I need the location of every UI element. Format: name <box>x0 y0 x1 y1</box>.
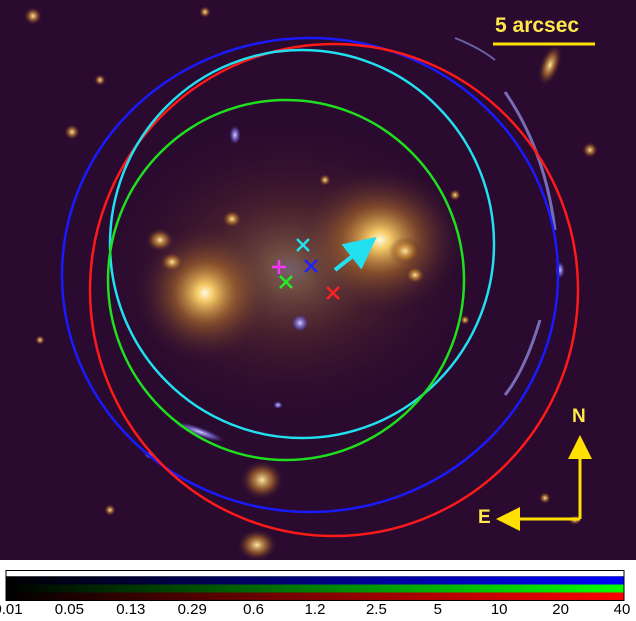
colorbar-blue-channel <box>6 576 624 585</box>
member-galaxy <box>389 237 421 265</box>
colorbar <box>5 570 625 601</box>
member-galaxy <box>539 492 551 504</box>
cyan-cross-marker <box>296 238 310 252</box>
critical-curve-cyan <box>108 48 496 440</box>
scale-bar-label: 5 arcsec <box>495 14 580 37</box>
colorbar-white-strip <box>5 570 625 577</box>
critical-curve-red <box>88 42 580 538</box>
colorbar-tick-label: 5 <box>433 601 442 618</box>
colorbar-tick-label: 0.29 <box>177 601 207 618</box>
colorbar-tick-label: 0.6 <box>243 601 265 618</box>
lensed-arc <box>173 421 227 443</box>
member-galaxy <box>537 44 563 86</box>
colorbar-tick-label: 10 <box>490 601 508 618</box>
critical-curve-blue <box>60 36 560 514</box>
colorbar-tick-label: 0.13 <box>116 601 146 618</box>
member-galaxy <box>319 174 331 186</box>
colorbar-green-channel <box>6 584 624 593</box>
member-galaxy <box>222 210 242 228</box>
member-galaxy <box>35 335 45 345</box>
member-galaxy <box>449 189 461 201</box>
member-galaxy <box>240 460 284 500</box>
lensed-arc <box>503 319 542 396</box>
colorbar-tick-label: 2.5 <box>365 601 387 618</box>
green-cross-marker <box>279 275 293 289</box>
colorbar-tick-label: 40 <box>613 601 631 618</box>
member-galaxy <box>199 6 211 18</box>
member-galaxy <box>146 228 174 252</box>
colorbar-tick-label: 20 <box>552 601 569 618</box>
colorbar-tick-label: 0.01 <box>0 601 23 618</box>
colorbar-red-channel <box>6 592 624 601</box>
member-galaxy <box>237 529 277 560</box>
member-galaxy <box>582 142 598 158</box>
member-galaxy <box>64 124 80 140</box>
red-cross-marker <box>326 286 340 300</box>
member-galaxy <box>160 252 184 272</box>
compass-north-label: N <box>572 406 586 427</box>
colorbar-tick-label: 1.2 <box>304 601 326 618</box>
lensed-knot <box>273 401 283 409</box>
lensed-knot <box>291 314 309 332</box>
member-galaxy <box>104 504 116 516</box>
lensed-arc <box>454 37 496 61</box>
magenta-plus-marker <box>272 260 286 274</box>
blue-cross-marker <box>304 259 318 273</box>
lensed-knot <box>229 125 241 145</box>
colorbar-frame <box>5 570 625 601</box>
member-galaxy <box>24 7 42 25</box>
member-galaxy <box>94 74 106 86</box>
member-galaxy <box>405 266 425 284</box>
sky-image <box>0 0 636 560</box>
colorbar-tick-label: 0.05 <box>54 601 84 618</box>
critical-curve-green <box>106 98 466 462</box>
cyan-arrow <box>333 237 377 272</box>
member-galaxy <box>460 315 470 325</box>
compass-east-label: E <box>478 507 491 528</box>
